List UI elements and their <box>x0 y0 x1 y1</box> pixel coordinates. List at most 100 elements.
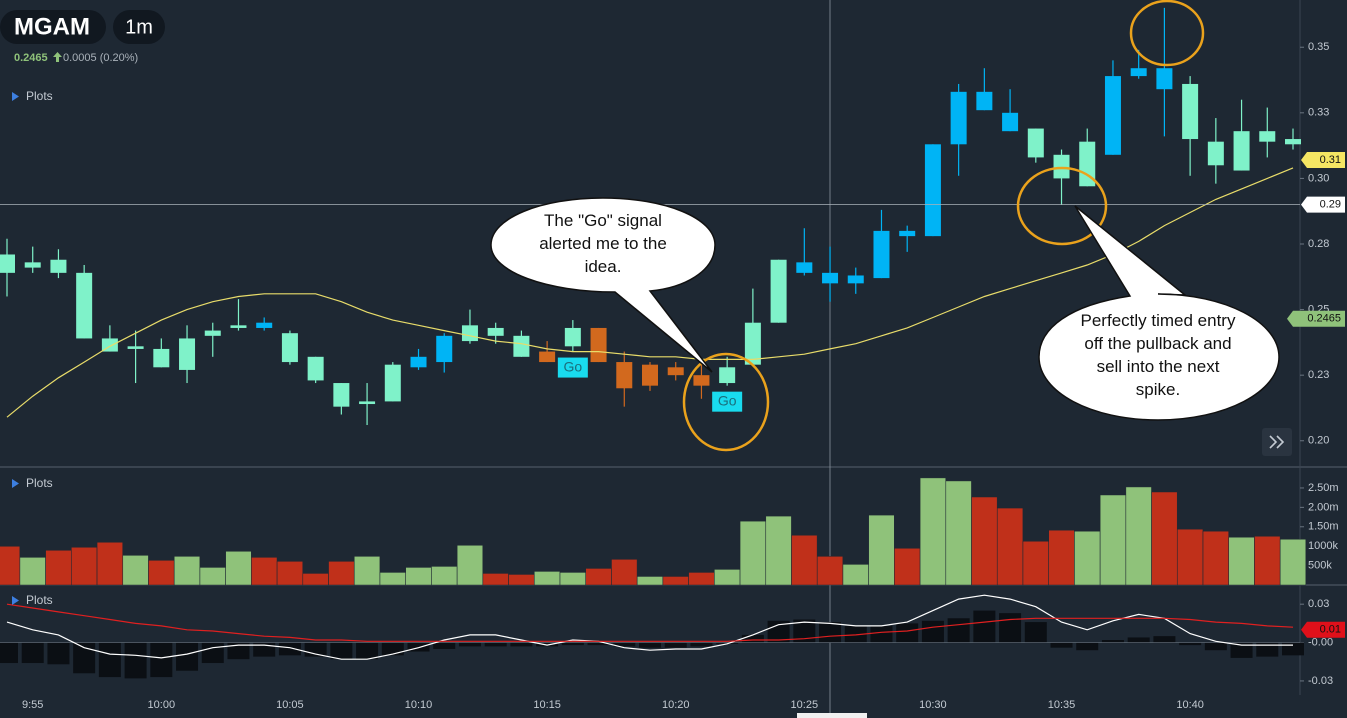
volume-bar <box>1151 491 1178 586</box>
signal-label: Go <box>563 358 582 374</box>
volume-bar <box>328 561 355 586</box>
panel-label[interactable]: Plots <box>26 89 53 103</box>
y-tick-label: 2.00m <box>1308 501 1339 513</box>
y-tick-label: 0.33 <box>1308 107 1329 119</box>
candle-body <box>127 346 144 349</box>
y-tick-label: 0.20 <box>1308 435 1329 447</box>
candle-body <box>1156 68 1173 90</box>
volume-bar <box>456 545 484 586</box>
candle-body <box>719 367 736 384</box>
callout-line: sell into the next <box>1097 357 1220 376</box>
volume-bar <box>816 556 844 586</box>
histogram-bar <box>1204 642 1227 651</box>
histogram-bar <box>484 642 507 647</box>
candle-body <box>179 338 196 370</box>
histogram-bar <box>381 642 404 656</box>
collapse-icon[interactable] <box>12 596 19 605</box>
histogram-bar <box>356 642 379 660</box>
volume-bar <box>199 567 226 586</box>
candle-body <box>24 262 41 268</box>
histogram-bar <box>21 642 44 664</box>
candle-body <box>1285 139 1301 145</box>
histogram-bar <box>201 642 224 664</box>
symbol-pill[interactable] <box>0 10 106 44</box>
candle-body <box>616 362 633 389</box>
moving-average <box>6 167 1294 418</box>
x-tick-label: 10:35 <box>1048 699 1076 711</box>
x-tick-label: 10:30 <box>919 699 947 711</box>
volume-bar <box>148 560 175 586</box>
volume-bar <box>431 566 458 586</box>
panel-label[interactable]: Plots <box>26 593 53 607</box>
volume-bar <box>225 551 252 586</box>
x-tick-label: 9:55 <box>22 699 43 711</box>
histogram-bar <box>947 618 970 643</box>
histogram-bar <box>613 642 636 647</box>
price-marker-label: 0.01 <box>1320 624 1341 636</box>
highlight-ring <box>1016 166 1108 246</box>
volume-bar <box>251 557 278 586</box>
indicator-line <box>6 594 1293 660</box>
volume-bar <box>1279 538 1307 586</box>
candle-body <box>976 91 993 111</box>
y-tick-label: 2.50m <box>1308 482 1339 494</box>
panel-label[interactable]: Plots <box>26 476 53 490</box>
candle-body <box>333 383 350 407</box>
indicator-line <box>6 603 1294 642</box>
x-tick-label: 10:15 <box>533 699 561 711</box>
up-arrow <box>53 52 62 62</box>
callout-line: Perfectly timed entry <box>1081 311 1236 330</box>
candle-body <box>281 333 298 363</box>
candle-body <box>1207 141 1224 166</box>
collapse-icon[interactable] <box>12 479 19 488</box>
candle-body <box>950 91 967 145</box>
x-tick-label: 10:00 <box>148 699 176 711</box>
volume-bar <box>45 550 72 586</box>
candle-body <box>642 364 658 386</box>
signal-box <box>557 357 588 378</box>
candle-body <box>50 259 67 273</box>
volume-bar <box>688 572 715 586</box>
crosshair-time-box <box>797 713 867 718</box>
volume-bar <box>585 568 612 586</box>
volume-bar <box>842 564 869 586</box>
volume-bar <box>354 556 381 586</box>
candle-body <box>1104 76 1121 155</box>
volume-bar <box>1254 535 1281 586</box>
histogram-bar <box>1076 642 1099 651</box>
volume-bar <box>1022 541 1049 586</box>
callout-line: The "Go" signal <box>544 211 662 230</box>
histogram-bar <box>124 642 147 679</box>
volume-bar <box>868 514 895 586</box>
histogram-bar <box>1024 622 1047 643</box>
callout-text: The "Go" signal alerted me to the idea. <box>539 211 667 276</box>
callout-text: Perfectly timed entry off the pullback an… <box>1081 311 1236 399</box>
candle-body <box>487 327 504 336</box>
y-tick-label: 0.28 <box>1308 238 1329 250</box>
volume-bar <box>1202 530 1229 586</box>
histogram-bar <box>896 623 919 643</box>
volume-bar <box>1125 486 1152 586</box>
volume-bar <box>379 572 406 586</box>
volume-bar <box>122 555 149 586</box>
candle-body <box>744 322 761 365</box>
candle-body <box>359 401 376 405</box>
price-marker <box>1301 621 1345 638</box>
volume-bar <box>534 571 561 586</box>
volume-bar <box>791 534 818 586</box>
histogram-bar <box>819 622 842 643</box>
volume-bar <box>1177 528 1204 586</box>
candle-body <box>564 327 581 347</box>
candle-body <box>770 259 787 323</box>
collapse-icon[interactable] <box>12 92 19 101</box>
candle-body <box>539 351 556 363</box>
y-tick-label: 1000k <box>1308 540 1338 552</box>
price-marker <box>1301 152 1345 169</box>
candle-body <box>1182 83 1199 140</box>
volume-bar <box>765 515 792 586</box>
volume-bar <box>1074 530 1101 586</box>
interval-pill[interactable] <box>113 10 165 44</box>
callout-line: alerted me to the <box>539 234 667 253</box>
candle-body <box>436 335 453 363</box>
x-tick-label: 10:25 <box>791 699 819 711</box>
